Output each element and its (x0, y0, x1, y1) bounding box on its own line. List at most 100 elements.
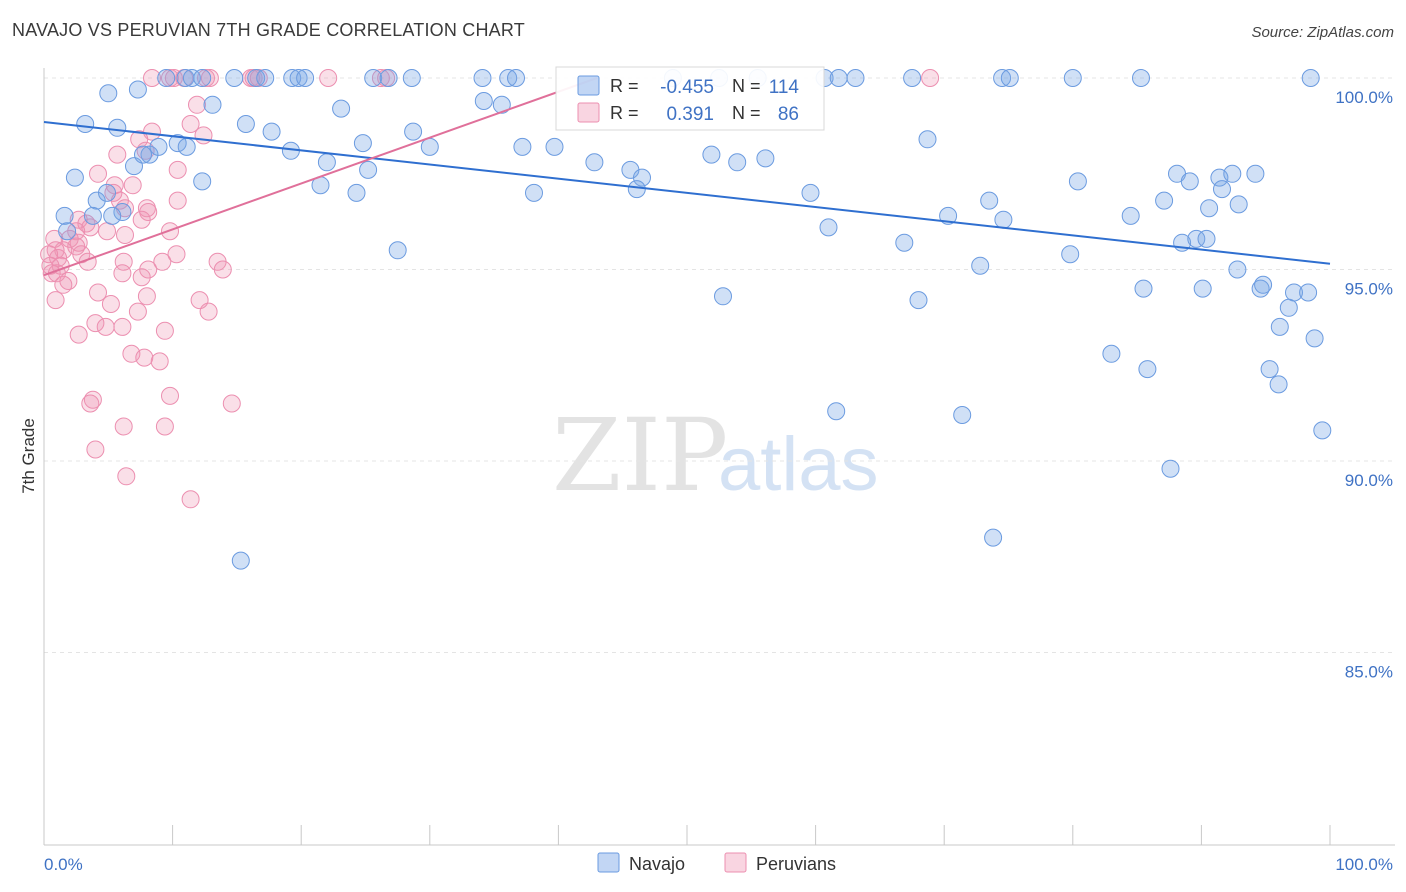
peruvians-point (139, 203, 158, 221)
navajo-point (58, 222, 77, 241)
stats-navajo-r-label: R = (610, 76, 639, 96)
navajo-point (87, 191, 106, 210)
navajo-point (1132, 69, 1150, 87)
peruvians-point (921, 69, 940, 87)
peruvians-point (86, 314, 105, 333)
peruvians-point (101, 295, 120, 313)
navajo-point (55, 206, 74, 225)
peruvians-point (114, 417, 133, 436)
navajo-point (1246, 164, 1265, 183)
navajo-point (909, 291, 928, 310)
navajo-point (473, 69, 492, 87)
peruvians-point (155, 417, 174, 436)
navajo-point (994, 210, 1013, 229)
navajo-point (903, 69, 922, 87)
navajo-point (1299, 283, 1318, 302)
navajo-point (134, 145, 152, 164)
peruvians-point (139, 260, 158, 279)
legend-navajo-label: Navajo (629, 854, 685, 874)
navajo-point (1061, 245, 1080, 264)
peruvians-point (197, 69, 215, 87)
peruvians-point (104, 183, 123, 202)
navajo-point (99, 84, 118, 103)
peruvians-point (181, 115, 200, 133)
navajo-point (545, 137, 564, 156)
navajo-point (474, 92, 493, 110)
navajo-point (1269, 375, 1288, 394)
navajo-point (1305, 329, 1324, 348)
x-tick-label-max: 100.0% (1335, 855, 1393, 874)
navajo-point (1187, 229, 1206, 248)
peruvians-point (69, 325, 88, 344)
navajo-point (1068, 172, 1087, 191)
navajo-point (492, 95, 511, 114)
navajo-point (317, 153, 336, 172)
peruvians-point (319, 69, 338, 87)
peruvians-point (200, 69, 219, 87)
navajo-point (113, 203, 132, 221)
navajo-point (388, 241, 407, 260)
peruvians-point (54, 275, 73, 294)
navajo-point (157, 69, 176, 87)
navajo-point (262, 122, 281, 141)
navajo-point (379, 69, 398, 87)
legend-item-navajo[interactable]: Navajo (597, 852, 685, 874)
navajo-point (193, 172, 212, 191)
stats-navajo-n-value: 114 (769, 77, 800, 98)
navajo-point (1155, 191, 1174, 210)
navajo-point (98, 183, 116, 202)
navajo-point (128, 80, 147, 99)
peruvians-point (213, 260, 232, 279)
y-tick-label: 100.0% (1335, 88, 1393, 107)
watermark: ZIP atlas (552, 397, 879, 514)
navajo-point (585, 153, 604, 172)
peruvians-point (114, 252, 133, 271)
navajo-point (359, 160, 378, 179)
peruvians-point (143, 69, 161, 87)
legend: Navajo Peruvians (597, 852, 836, 874)
navajo-point (1200, 199, 1219, 218)
navajo-point (513, 137, 532, 156)
peruvians-point (116, 226, 134, 244)
y-axis-title: 7th Grade (19, 418, 38, 494)
navajo-point (1000, 69, 1019, 87)
legend-peru-swatch (724, 852, 747, 873)
x-axis-ticks (43, 825, 1331, 845)
stats-box: R = -0.455 N = 114 R = 0.391 N = 86 (555, 66, 825, 131)
navajo-point (702, 145, 721, 164)
navajo-point (1134, 279, 1153, 298)
navajo-point (203, 95, 222, 114)
navajo-point (193, 69, 212, 87)
peruvians-point (123, 176, 142, 195)
peruvians-point (128, 302, 147, 321)
navajo-point (984, 528, 1003, 547)
navajo-point (939, 206, 958, 225)
navajo-point (801, 183, 820, 202)
navajo-point (1260, 360, 1279, 379)
legend-item-peruvians[interactable]: Peruvians (724, 852, 836, 874)
navajo-point (1228, 260, 1247, 279)
navajo-point (364, 69, 383, 87)
stats-peru-n-value: 86 (778, 104, 799, 125)
navajo-point (236, 115, 255, 133)
navajo-point (149, 137, 168, 156)
navajo-point (182, 69, 201, 87)
navajo-point (168, 134, 187, 153)
navajo-point (76, 115, 95, 133)
peruvians-point (81, 218, 100, 237)
peruvians-point (132, 210, 151, 229)
navajo-trend-line (43, 121, 1331, 265)
peruvians-point (67, 222, 86, 241)
navajo-point (420, 137, 439, 156)
peruvians-point (89, 164, 107, 183)
source-label: Source: ZipAtlas.com (1251, 24, 1394, 41)
navajo-point (627, 180, 646, 199)
navajo-point (499, 69, 518, 87)
y-tick-label: 95.0% (1345, 280, 1393, 299)
navajo-point (1213, 180, 1231, 199)
peruvians-point (113, 264, 132, 283)
peruvians-point (161, 69, 179, 87)
peruvians-point (155, 321, 174, 340)
stats-navajo-r-value: -0.455 (660, 77, 714, 98)
y-tick-labels: 100.0% 95.0% 90.0% 85.0% (1335, 88, 1393, 682)
